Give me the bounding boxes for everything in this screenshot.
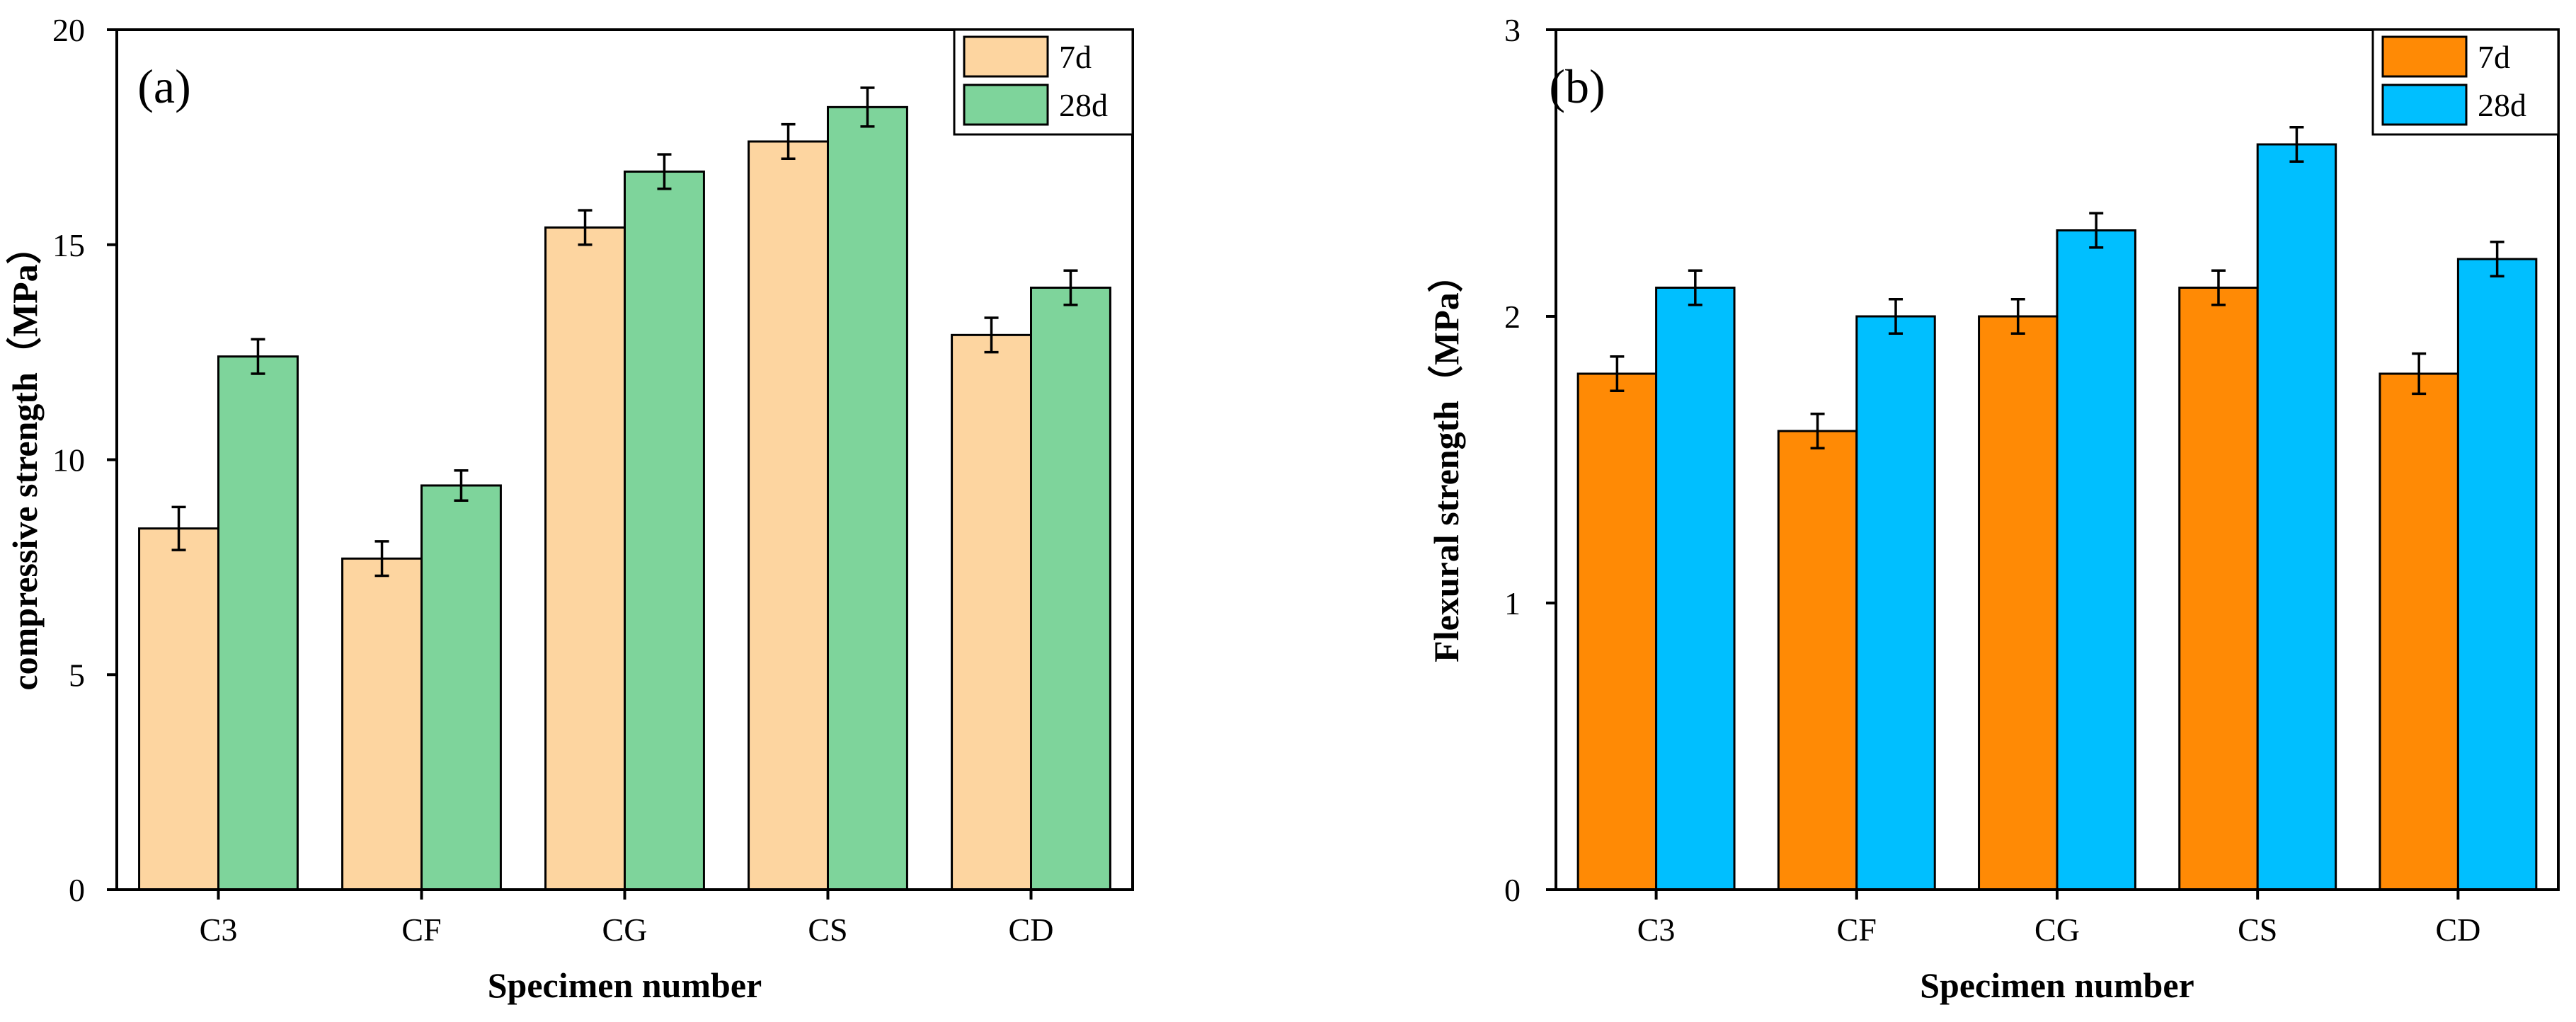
error-bar-28d-CS: [860, 86, 875, 128]
error-bar-28d-CS: [2289, 125, 2304, 163]
panel-label: (b): [1549, 59, 1605, 113]
bar-28d-C3: [1655, 287, 1736, 891]
error-bar-28d-CG: [657, 153, 672, 190]
bar-7d-CS: [748, 140, 829, 891]
x-tick-label: CF: [1837, 912, 1877, 948]
legend-label-7d: 7d: [2478, 39, 2510, 75]
error-bar-7d-C3: [1610, 355, 1625, 393]
x-tick-label: CF: [401, 912, 441, 948]
y-tick-label: 20: [52, 12, 85, 48]
error-bar-28d-CG: [2089, 212, 2104, 249]
bar-28d-CS: [2256, 143, 2337, 891]
x-tick-label: CG: [2034, 912, 2080, 948]
bar-28d-CF: [1855, 315, 1936, 891]
y-tick-label: 10: [52, 442, 85, 478]
bar-28d-CS: [827, 105, 908, 891]
bar-28d-C3: [217, 355, 299, 891]
chart-panel-a: 0 5 10 15 20 C3 CF CG CS CD Specimen number compres…: [5, 12, 1134, 1005]
legend-swatch-28d: [2381, 84, 2468, 126]
error-bar-7d-CF: [374, 540, 389, 578]
x-axis-title: Specimen number: [488, 965, 762, 1005]
bar-7d-CF: [341, 557, 423, 891]
x-tick-label: CS: [2238, 912, 2277, 948]
y-tick-label: 15: [52, 227, 85, 263]
y-tick-label: 0: [1504, 872, 1521, 908]
legend-swatch-7d: [2381, 35, 2468, 78]
error-bar-28d-CF: [454, 469, 469, 502]
bar-7d-CG: [1978, 315, 2059, 891]
bar-7d-CG: [544, 226, 626, 891]
y-tick-label: 1: [1504, 585, 1521, 621]
bar-7d-CD: [2378, 372, 2459, 891]
x-tick-label: C3: [200, 912, 238, 948]
chart-panel-b: 0 1 2 3 C3 CF CG CS CD Specimen number Flexural st…: [1426, 12, 2560, 1005]
y-tick-label: 5: [69, 657, 85, 693]
y-tick-label: 2: [1504, 299, 1521, 335]
panel-label: (a): [137, 59, 190, 113]
error-bar-7d-CS: [2211, 269, 2226, 306]
x-tick-label: C3: [1637, 912, 1676, 948]
error-bar-7d-CS: [781, 122, 796, 160]
error-bar-28d-CF: [1889, 297, 1904, 335]
x-tick-label: CG: [602, 912, 648, 948]
y-tick-label: 3: [1504, 12, 1521, 48]
x-tick-label: CS: [808, 912, 847, 948]
error-bar-28d-CD: [2490, 240, 2505, 278]
bar-28d-CG: [2056, 229, 2136, 891]
bar-7d-CF: [1777, 430, 1858, 891]
bar-7d-CD: [951, 333, 1032, 891]
x-tick-label: CD: [2435, 912, 2480, 948]
error-bar-7d-CF: [1810, 412, 1825, 450]
bar-28d-CD: [1030, 287, 1111, 891]
x-axis-title: Specimen number: [1920, 965, 2194, 1005]
legend-swatch-28d: [963, 84, 1049, 126]
legend-label-28d: 28d: [2478, 87, 2526, 123]
error-bar-28d-CD: [1063, 269, 1078, 306]
error-bar-28d-C3: [251, 338, 265, 375]
legend-label-28d: 28d: [1059, 87, 1108, 123]
error-bar-7d-CG: [2010, 297, 2025, 335]
error-bar-7d-CG: [578, 209, 593, 246]
bar-7d-C3: [1576, 372, 1658, 891]
bar-7d-C3: [138, 527, 220, 891]
x-tick-label: CD: [1009, 912, 1054, 948]
y-axis-title: Flexural strength（MPa）: [1426, 257, 1466, 662]
bar-28d-CF: [420, 484, 502, 891]
error-bar-7d-CD: [2412, 352, 2427, 396]
y-axis-title: compressive strength（MPa）: [5, 229, 45, 690]
bar-28d-CG: [624, 170, 705, 891]
y-tick-label: 0: [69, 872, 85, 908]
error-bar-28d-C3: [1688, 269, 1702, 306]
legend-label-7d: 7d: [1059, 39, 1092, 75]
bar-28d-CD: [2456, 258, 2538, 891]
bar-7d-CS: [2178, 287, 2259, 891]
error-bar-7d-CD: [984, 316, 999, 354]
error-bar-7d-C3: [171, 505, 186, 551]
legend-swatch-7d: [963, 35, 1049, 78]
